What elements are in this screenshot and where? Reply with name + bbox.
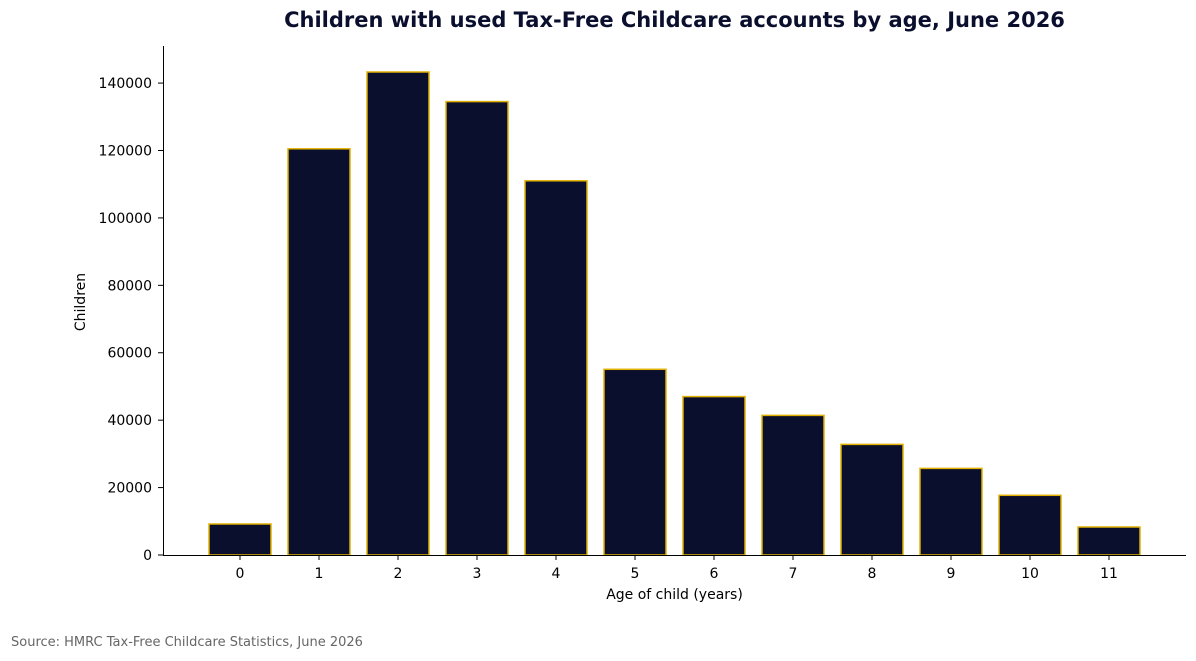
x-tick-label: 3 bbox=[473, 566, 482, 582]
y-axis-label: Children bbox=[73, 273, 89, 331]
y-tick-label: 0 bbox=[143, 548, 152, 564]
x-tick-label: 9 bbox=[947, 566, 956, 582]
x-tick-label: 0 bbox=[236, 566, 245, 582]
bar-age-0 bbox=[208, 523, 272, 556]
y-tick-label: 40000 bbox=[107, 413, 152, 429]
bar-age-3 bbox=[445, 100, 509, 556]
x-tick-label: 1 bbox=[315, 566, 324, 582]
axes-group bbox=[163, 46, 1186, 556]
source-note: Source: HMRC Tax-Free Childcare Statisti… bbox=[11, 635, 363, 650]
y-tick-label: 140000 bbox=[99, 76, 152, 92]
y-tick-label: 60000 bbox=[107, 346, 152, 362]
y-tick-label: 80000 bbox=[107, 278, 152, 294]
x-tick-label: 4 bbox=[552, 566, 561, 582]
x-tick-label: 11 bbox=[1100, 566, 1118, 582]
x-axis-label: Age of child (years) bbox=[606, 587, 743, 603]
bar-age-4 bbox=[524, 180, 588, 556]
x-tick-label: 6 bbox=[710, 566, 719, 582]
bar-age-1 bbox=[287, 148, 351, 556]
bar-age-10 bbox=[998, 494, 1062, 556]
x-tick-label: 8 bbox=[868, 566, 877, 582]
x-tick-label: 7 bbox=[789, 566, 798, 582]
chart-title: Children with used Tax-Free Childcare ac… bbox=[284, 8, 1065, 32]
x-tick-label: 5 bbox=[631, 566, 640, 582]
y-tick-label: 100000 bbox=[99, 211, 152, 227]
bar-age-7 bbox=[761, 414, 825, 556]
x-tick-label: 2 bbox=[394, 566, 403, 582]
bar-age-5 bbox=[603, 368, 667, 556]
y-ticks-group: 0 20000 40000 60000 80000 100000 120000 140000 bbox=[99, 76, 163, 564]
bar-age-2 bbox=[366, 71, 430, 556]
bars-group bbox=[208, 71, 1141, 556]
y-tick-label: 120000 bbox=[99, 143, 152, 159]
bar-age-9 bbox=[919, 467, 983, 556]
x-tick-label: 10 bbox=[1021, 566, 1039, 582]
y-tick-label: 20000 bbox=[107, 481, 152, 497]
bar-age-6 bbox=[682, 395, 746, 556]
bar-age-11 bbox=[1077, 526, 1141, 556]
x-ticks-group: 0 1 2 3 4 5 6 7 8 9 10 11 bbox=[236, 555, 1118, 582]
bar-age-8 bbox=[840, 443, 904, 556]
